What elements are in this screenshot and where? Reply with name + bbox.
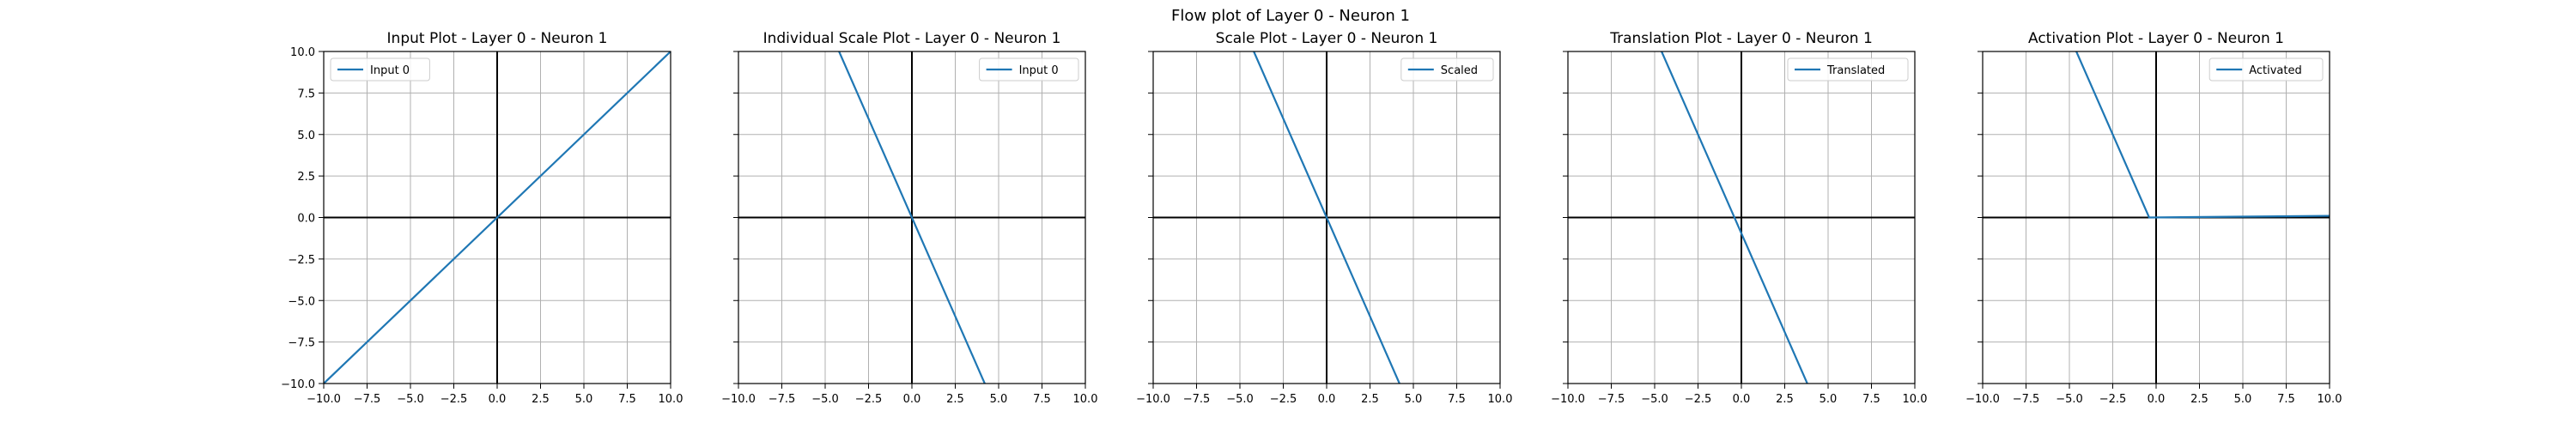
x-tick-label: −5.0 [2056,393,2083,406]
x-tick-label: −7.5 [354,393,381,406]
x-tick-label: 5.0 [1820,393,1838,406]
series-line-1 [838,51,986,384]
x-tick-label: −7.5 [1598,393,1625,406]
subplot-5: Activation Plot - Layer 0 - Neuron 1 −10.… [1965,30,2342,406]
x-tick-label: 2.5 [946,393,964,406]
x-tick-label: 7.5 [1448,393,1466,406]
legend-label: Activated [2249,64,2302,77]
series-line-1 [1661,51,1808,384]
subplot-3: Scale Plot - Layer 0 - Neuron 1 −10.0 −7.5… [1136,30,1512,406]
y-tick-label: 0.0 [297,213,315,226]
subplot-title: Scale Plot - Layer 0 - Neuron 1 [1216,30,1438,47]
x-tick-label: −10.0 [1136,393,1170,406]
x-tick-label: −5.0 [1226,393,1254,406]
x-tick-label: 5.0 [990,393,1008,406]
x-tick-label: 7.5 [2277,393,2295,406]
x-tick-label: −10.0 [307,393,341,406]
x-tick-label: 7.5 [618,393,636,406]
x-tick-label: 0.0 [1318,393,1336,406]
x-tick-label: 2.5 [2190,393,2208,406]
legend-box [2208,57,2324,82]
x-tick-label: 2.5 [532,393,550,406]
x-tick-label: 5.0 [2234,393,2252,406]
legend-label: Scaled [1441,64,1478,77]
y-tick-label: −10.0 [281,378,315,391]
x-tick-label: 10.0 [2318,393,2342,406]
x-tick-label: 0.0 [489,393,507,406]
subplot-title: Individual Scale Plot - Layer 0 - Neuron… [763,30,1061,47]
x-tick-label: 2.5 [1776,393,1794,406]
y-tick-label: 7.5 [297,88,315,100]
series-line-1 [324,51,671,384]
x-tick-label: −7.5 [769,393,796,406]
x-tick-label: −7.5 [1183,393,1211,406]
x-tick-label: −7.5 [2013,393,2040,406]
legend-box [1787,57,1909,82]
x-tick-label: −2.5 [1270,393,1297,406]
subplot-1: Input Plot - Layer 0 - Neuron 1 −10.0 −7.5… [281,30,683,406]
legend: Scaled [1400,57,1494,82]
x-tick-label: −5.0 [397,393,424,406]
legend-label: Translated [1826,64,1885,77]
x-tick-label: −2.5 [1685,393,1712,406]
legend: Activated [2208,57,2324,82]
legend: Input 0 [979,57,1079,82]
y-tick-label: 10.0 [290,46,315,59]
x-tick-label: −2.5 [855,393,883,406]
x-tick-label: 5.0 [575,393,593,406]
x-tick-label: 0.0 [2148,393,2166,406]
y-tick-label: −5.0 [288,295,315,308]
x-tick-label: −10.0 [721,393,756,406]
y-tick-label: −2.5 [288,254,315,267]
legend-box [1400,57,1494,82]
subplot-4: Translation Plot - Layer 0 - Neuron 1 −10… [1551,30,1927,406]
x-tick-label: −5.0 [1641,393,1668,406]
legend: Input 0 [330,57,430,82]
x-tick-label: −10.0 [1551,393,1585,406]
x-tick-label: 2.5 [1361,393,1379,406]
subplot-title: Translation Plot - Layer 0 - Neuron 1 [1609,30,1873,47]
x-tick-label: −2.5 [440,393,468,406]
subplot-panels: Input Plot - Layer 0 - Neuron 1 −10.0 −7.5… [281,30,2342,406]
x-tick-label: 0.0 [1733,393,1751,406]
subplot-2: Individual Scale Plot - Layer 0 - Neuron… [721,30,1097,406]
x-tick-label: 5.0 [1405,393,1423,406]
x-tick-label: 10.0 [659,393,683,406]
legend-box [330,57,430,82]
x-tick-label: 10.0 [1488,393,1513,406]
figure-suptitle: Flow plot of Layer 0 - Neuron 1 [1171,7,1410,25]
series-line-1 [1253,51,1400,384]
y-tick-label: 5.0 [297,130,315,142]
y-tick-label: 2.5 [297,171,315,184]
x-tick-label: 7.5 [1862,393,1880,406]
x-tick-label: 7.5 [1033,393,1051,406]
x-tick-label: −10.0 [1965,393,2000,406]
x-tick-label: −2.5 [2099,393,2127,406]
x-tick-label: 0.0 [903,393,921,406]
legend-box [979,57,1079,82]
legend-label: Input 0 [1019,64,1059,77]
series-line-1 [2075,51,2330,219]
subplot-title: Activation Plot - Layer 0 - Neuron 1 [2028,30,2284,47]
legend-label: Input 0 [370,64,410,77]
x-tick-label: −5.0 [811,393,839,406]
legend: Translated [1787,57,1909,82]
x-tick-label: 10.0 [1903,393,1928,406]
y-tick-label: −7.5 [288,337,315,350]
subplot-title: Input Plot - Layer 0 - Neuron 1 [387,30,608,47]
x-tick-label: 10.0 [1073,393,1098,406]
